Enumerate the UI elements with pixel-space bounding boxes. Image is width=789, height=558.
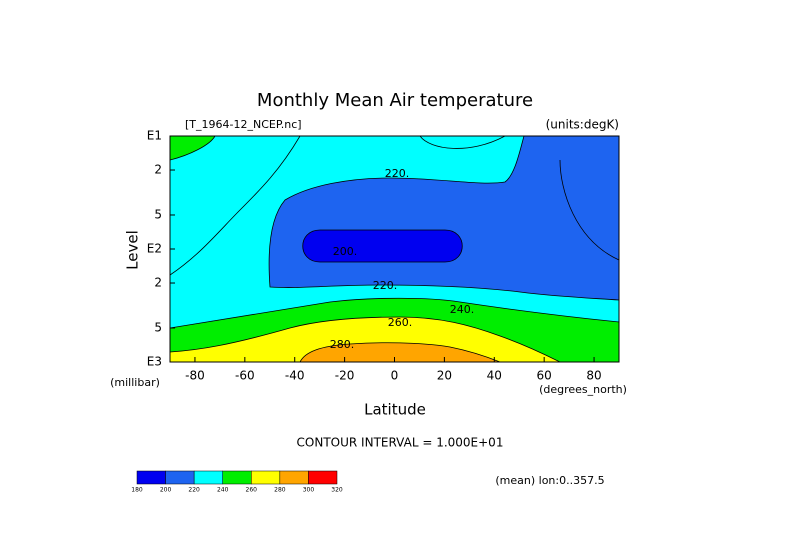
y-tick-label: E2 bbox=[147, 242, 162, 256]
x-tick-label: -60 bbox=[235, 369, 255, 383]
colorbar-label: 220 bbox=[188, 487, 200, 494]
y-unit-label: (millibar) bbox=[110, 376, 160, 389]
y-tick-label: 2 bbox=[154, 276, 162, 290]
plot-area bbox=[170, 136, 619, 362]
colorbar-label: 280 bbox=[274, 487, 286, 494]
contour-band bbox=[302, 229, 463, 263]
contour-line bbox=[419, 136, 506, 149]
colorbar-box bbox=[279, 470, 309, 485]
x-axis-label: Latitude bbox=[364, 401, 426, 419]
chart-title: Monthly Mean Air temperature bbox=[257, 90, 533, 111]
x-tick-label: 0 bbox=[391, 369, 399, 383]
contour-label: 220. bbox=[373, 279, 398, 292]
y-tick-label: E1 bbox=[147, 129, 162, 143]
colorbar-box bbox=[165, 470, 195, 485]
y-axis-label: Level bbox=[124, 230, 142, 270]
contour-label: 260. bbox=[388, 316, 413, 329]
contour-line bbox=[170, 136, 301, 276]
colorbar-label: 200 bbox=[160, 487, 172, 494]
x-unit-label: (degrees_north) bbox=[539, 383, 627, 396]
contour-label: 200. bbox=[333, 245, 358, 258]
contour-line bbox=[559, 159, 619, 261]
colorbar-label: 180 bbox=[131, 487, 143, 494]
x-tick-label: 80 bbox=[586, 369, 601, 383]
colorbar-box bbox=[308, 470, 338, 485]
contour-label: 240. bbox=[450, 303, 475, 316]
colorbar-box bbox=[136, 470, 166, 485]
x-tick-label: 60 bbox=[537, 369, 552, 383]
colorbar-label: 260 bbox=[246, 487, 258, 494]
units-label: (units:degK) bbox=[546, 118, 619, 132]
x-tick-label: 20 bbox=[437, 369, 452, 383]
colorbar-box bbox=[251, 470, 281, 485]
colorbar-box bbox=[193, 470, 223, 485]
colorbar-label: 320 bbox=[331, 487, 343, 494]
colorbar-box bbox=[222, 470, 252, 485]
y-tick-label: 5 bbox=[154, 207, 162, 221]
y-tick-label: 5 bbox=[154, 320, 162, 334]
x-tick-label: 40 bbox=[487, 369, 502, 383]
contour-band bbox=[299, 342, 501, 362]
colorbar-label: 300 bbox=[303, 487, 315, 494]
y-tick-label: 2 bbox=[154, 163, 162, 177]
x-tick-label: -20 bbox=[335, 369, 355, 383]
footer: (mean) lon:0..357.5 bbox=[495, 474, 604, 487]
x-tick-label: -40 bbox=[285, 369, 305, 383]
contour-interval: CONTOUR INTERVAL = 1.000E+01 bbox=[297, 436, 504, 450]
y-tick-label: E3 bbox=[147, 355, 162, 369]
colorbar-label: 240 bbox=[217, 487, 229, 494]
contour-label: 280. bbox=[330, 338, 355, 351]
file-label: [T_1964-12_NCEP.nc] bbox=[185, 118, 302, 131]
x-tick-label: -80 bbox=[185, 369, 205, 383]
contour-label: 220. bbox=[385, 167, 410, 180]
